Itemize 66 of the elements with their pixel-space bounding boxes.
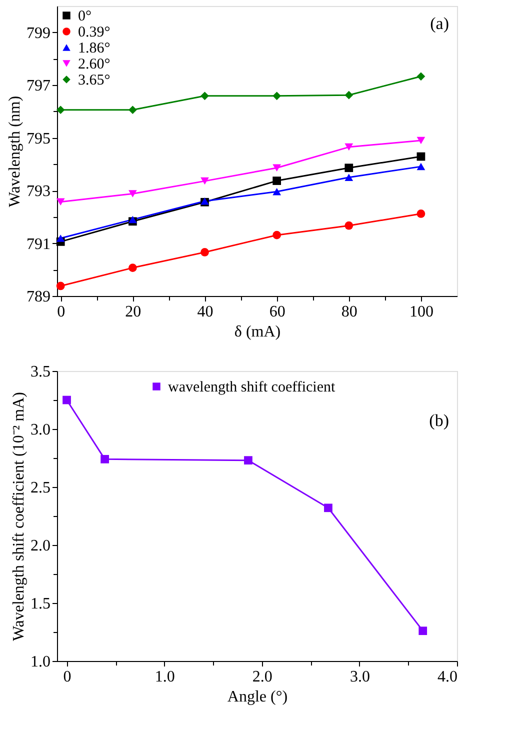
point bbox=[56, 234, 65, 242]
point bbox=[62, 396, 71, 404]
point bbox=[272, 230, 282, 240]
point bbox=[56, 282, 65, 290]
y-axis-title: Wavelength (nm) bbox=[6, 96, 24, 208]
legend-label: 3.65° bbox=[78, 72, 110, 88]
y-tick-label: 3.0 bbox=[30, 422, 50, 438]
annotation: (a) bbox=[430, 14, 449, 33]
x-tick-label: 40 bbox=[197, 304, 214, 320]
x-axis-title: Angle (°) bbox=[227, 688, 288, 706]
point bbox=[100, 454, 109, 464]
x-tick-label: 1.0 bbox=[154, 668, 175, 686]
x-tick-label: 4.0 bbox=[438, 668, 458, 686]
y-tick-label: 795 bbox=[26, 130, 50, 148]
x-tick-label: 3.0 bbox=[350, 668, 370, 686]
point bbox=[416, 72, 426, 81]
legend-label: wavelength shift coefficient bbox=[168, 380, 336, 396]
point bbox=[128, 264, 137, 272]
annotation: (b) bbox=[429, 411, 449, 430]
point bbox=[128, 190, 137, 198]
y-tick-label: 789 bbox=[26, 288, 50, 306]
y-tick-label: 793 bbox=[26, 183, 50, 200]
point bbox=[344, 221, 354, 230]
y-tick-label: 791 bbox=[26, 236, 50, 253]
y-tick-label: 1.0 bbox=[30, 654, 50, 670]
point bbox=[200, 177, 209, 185]
point bbox=[244, 456, 252, 465]
point bbox=[56, 106, 65, 114]
x-tick-label: 20 bbox=[125, 304, 142, 320]
point bbox=[200, 248, 209, 256]
point bbox=[416, 210, 426, 218]
point bbox=[344, 90, 354, 100]
y-tick-label: 799 bbox=[26, 24, 50, 42]
x-tick-label: 80 bbox=[341, 304, 358, 320]
x-tick-label: 60 bbox=[269, 304, 286, 320]
point bbox=[272, 164, 282, 172]
point bbox=[272, 176, 282, 185]
point bbox=[344, 174, 354, 181]
y-axis-title: Wavelength shift coefficient (10⁻² mA) bbox=[10, 392, 28, 642]
y-tick-label: 2.0 bbox=[30, 538, 50, 554]
legend-label: 2.60° bbox=[78, 56, 110, 72]
legend-label: 0° bbox=[78, 8, 92, 24]
point bbox=[272, 188, 282, 196]
point bbox=[272, 92, 282, 100]
point bbox=[128, 106, 137, 114]
x-tick-label: 0 bbox=[63, 668, 72, 686]
point bbox=[344, 164, 354, 172]
point bbox=[324, 504, 332, 512]
x-axis-title: δ (mA) bbox=[234, 324, 281, 340]
point bbox=[56, 198, 65, 206]
x-tick-label: 0 bbox=[57, 304, 66, 320]
point bbox=[416, 136, 426, 144]
point bbox=[418, 626, 428, 636]
y-tick-label: 2.5 bbox=[30, 480, 50, 496]
point bbox=[416, 152, 426, 161]
legend-label: 0.39° bbox=[78, 24, 110, 40]
point bbox=[416, 162, 426, 170]
x-tick-label: 2.0 bbox=[252, 668, 272, 686]
legend-label: 1.86° bbox=[78, 40, 110, 56]
x-tick-label: 100 bbox=[409, 304, 434, 320]
y-tick-label: 3.5 bbox=[30, 364, 50, 380]
y-tick-label: 797 bbox=[26, 78, 50, 95]
y-tick-label: 1.5 bbox=[30, 596, 50, 612]
point bbox=[200, 92, 209, 100]
point bbox=[344, 143, 354, 151]
point bbox=[128, 216, 137, 224]
